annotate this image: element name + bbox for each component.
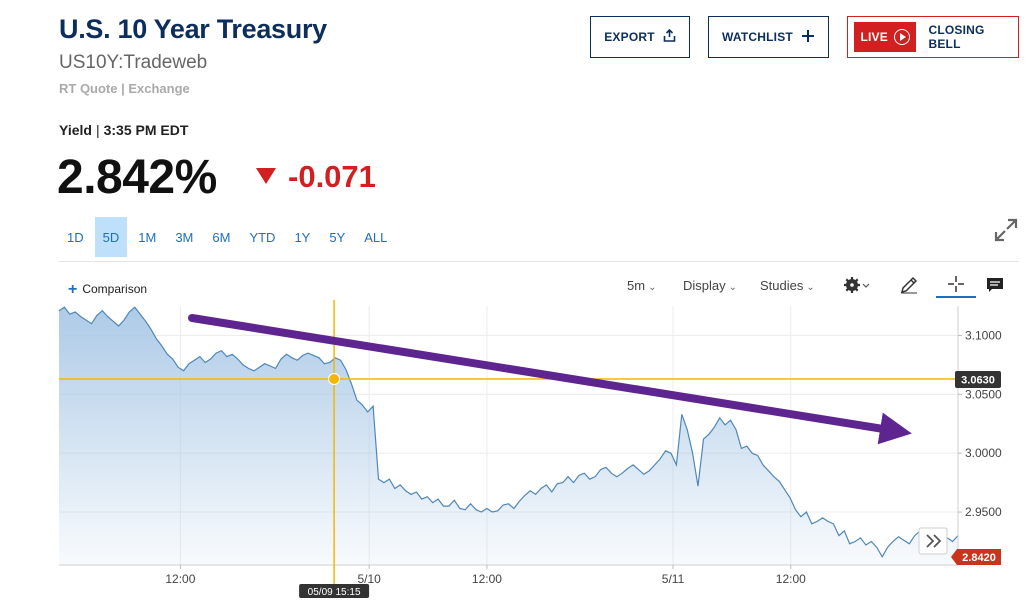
crosshair: 3.0630 05/09 15:15 2.8420 — [59, 300, 1001, 598]
crosshair-y-label: 3.0630 — [961, 374, 995, 386]
display-label: Display — [683, 278, 726, 293]
series-area — [59, 307, 958, 565]
range-3m[interactable]: 3M — [175, 229, 194, 245]
down-arrow-icon — [256, 168, 276, 184]
price-change: -0.071 — [288, 159, 376, 194]
symbol-label: US10Y:Tradeweb — [59, 52, 208, 73]
play-icon — [893, 29, 910, 45]
range-5y[interactable]: 5Y — [329, 229, 346, 245]
yield-chart[interactable]: 3.1000 3.0500 3.0000 2.9500 12:00 5/10 12:00 5… — [0, 300, 1029, 600]
x-ticks: 12:00 5/10 12:00 5/11 12:00 — [165, 565, 806, 586]
y-tick-label: 3.1000 — [965, 328, 1002, 342]
crosshair-icon[interactable] — [936, 272, 976, 298]
quote-source: RT Quote | Exchange — [59, 81, 190, 96]
x-tick-label: 12:00 — [165, 572, 195, 586]
series-line — [58, 306, 959, 559]
export-label: EXPORT — [604, 30, 655, 44]
draw-pencil-icon[interactable] — [897, 272, 921, 298]
y-tick-label: 2.9500 — [965, 505, 1002, 519]
range-6m[interactable]: 6M — [212, 229, 231, 245]
studies-label: Studies — [760, 278, 804, 293]
x-tick-label: 12:00 — [776, 572, 806, 586]
range-all[interactable]: ALL — [364, 229, 388, 245]
current-price: 2.842% — [57, 151, 217, 204]
time-range-selector: 1D 5D 1M 3M 6M YTD 1Y 5Y ALL — [59, 217, 398, 257]
range-5d[interactable]: 5D — [94, 217, 128, 257]
comment-icon[interactable] — [984, 272, 1006, 298]
trend-arrow — [188, 314, 912, 445]
range-ytd[interactable]: YTD — [249, 229, 276, 245]
y-tick-label: 3.0500 — [965, 387, 1002, 401]
x-tick-label: 5/10 — [357, 572, 381, 586]
range-1m[interactable]: 1M — [138, 229, 157, 245]
export-button[interactable]: EXPORT — [590, 16, 690, 58]
comparison-button[interactable]: + Comparison — [68, 281, 147, 299]
yield-label: Yield — [59, 122, 92, 138]
chevron-down-icon: ⌄ — [806, 282, 815, 293]
studies-dropdown[interactable]: Studies ⌄ — [760, 278, 815, 293]
crosshair-y-label-box — [955, 370, 1001, 388]
settings-icon[interactable] — [842, 272, 872, 298]
display-dropdown[interactable]: Display ⌄ — [683, 278, 737, 293]
scroll-forward-button[interactable] — [918, 527, 948, 555]
watchlist-button[interactable]: WATCHLIST — [708, 16, 829, 58]
separator: | — [95, 122, 100, 138]
y-tick-label: 3.0000 — [965, 446, 1002, 460]
interval-dropdown[interactable]: 5m ⌄ — [627, 278, 656, 293]
plus-icon — [801, 29, 815, 46]
share-icon — [663, 28, 676, 45]
live-label: LIVE — [860, 30, 888, 44]
yield-time: 3:35 PM EDT — [103, 122, 189, 138]
last-value-label-box — [951, 549, 1001, 565]
crosshair-point — [328, 372, 341, 385]
crosshair-x-label: 05/09 15:15 — [308, 587, 361, 598]
closing-bell-live-button[interactable]: LIVE CLOSING BELL — [847, 16, 1019, 58]
double-chevron-right-icon — [926, 534, 942, 548]
x-tick-label: 12:00 — [472, 572, 502, 586]
live-badge: LIVE — [854, 22, 917, 52]
plus-icon: + — [68, 281, 78, 298]
y-ticks: 3.1000 3.0500 3.0000 2.9500 — [958, 328, 1002, 519]
divider — [59, 261, 1019, 262]
yield-timestamp: Yield | 3:35 PM EDT — [59, 122, 188, 138]
page-title: U.S. 10 Year Treasury — [59, 14, 327, 44]
interval-label: 5m — [627, 278, 646, 293]
last-value-label: 2.8420 — [962, 552, 996, 564]
comparison-label: Comparison — [82, 282, 148, 296]
range-1d[interactable]: 1D — [67, 229, 84, 245]
range-1y[interactable]: 1Y — [294, 229, 311, 245]
chevron-down-icon: ⌄ — [728, 282, 738, 293]
expand-icon[interactable] — [993, 217, 1019, 243]
chevron-down-icon: ⌄ — [648, 282, 657, 293]
x-tick-label: 5/11 — [662, 572, 685, 586]
closing-bell-label: CLOSING BELL — [928, 23, 985, 51]
watchlist-label: WATCHLIST — [722, 30, 793, 44]
crosshair-x-label-box — [299, 584, 370, 598]
